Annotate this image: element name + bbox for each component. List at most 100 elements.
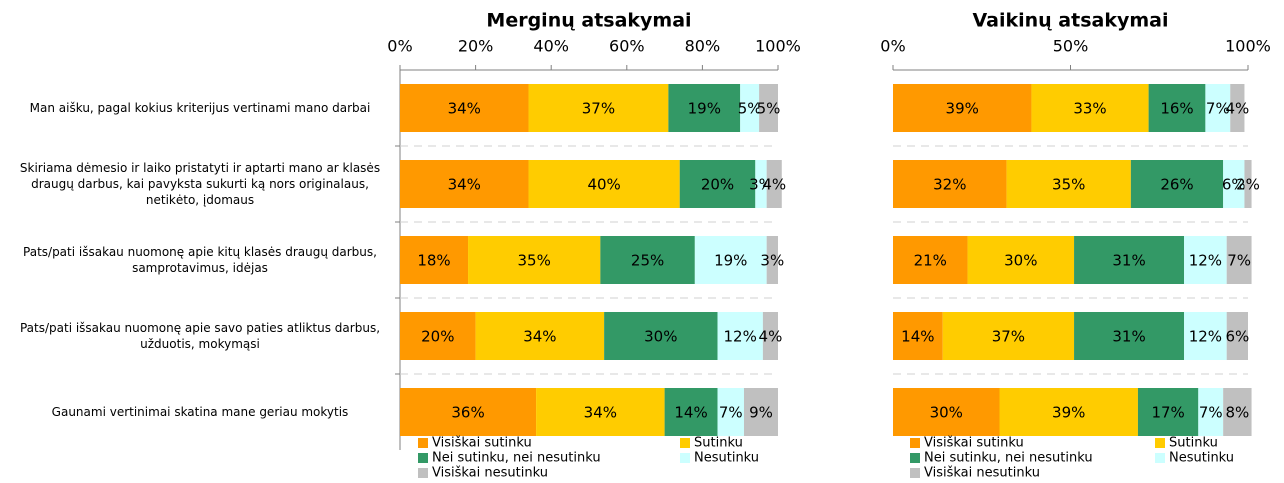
bar-segment: [1006, 160, 1131, 208]
category-label: Skiriama dėmesio ir laiko pristatyti ir …: [19, 161, 381, 207]
value-label: 26%: [1160, 176, 1193, 194]
legend-swatch: [910, 438, 920, 448]
value-label: 34%: [584, 404, 617, 422]
bar-segment: [600, 236, 695, 284]
legend-label: Nei sutinku, nei nesutinku: [924, 451, 1093, 466]
legend-label: Sutinku: [1169, 436, 1218, 451]
value-label: 30%: [644, 328, 677, 346]
bar-segment: [664, 388, 718, 436]
bar-segment: [468, 236, 601, 284]
bar-segment: [893, 236, 968, 284]
legend-label: Visiškai sutinku: [432, 436, 532, 451]
bar-segment: [1198, 388, 1224, 436]
legend-label: Nesutinku: [694, 451, 759, 466]
value-label: 21%: [914, 252, 947, 270]
value-label: 8%: [1225, 404, 1249, 422]
value-label: 17%: [1151, 404, 1184, 422]
x-tick-label: 100%: [755, 37, 801, 56]
bar-segment: [740, 84, 760, 132]
value-label: 4%: [1225, 100, 1249, 118]
value-label: 35%: [518, 252, 551, 270]
category-label: Pats/pati išsakau nuomonę apie savo pati…: [19, 321, 381, 351]
bar-segment: [400, 236, 469, 284]
value-label: 14%: [901, 328, 934, 346]
bar-segment: [942, 312, 1075, 360]
legend-swatch: [680, 453, 690, 463]
value-label: 9%: [749, 404, 773, 422]
bar-segment: [1244, 160, 1252, 208]
legend-label: Visiškai sutinku: [924, 436, 1024, 451]
bar-segment: [893, 160, 1007, 208]
x-tick-label: 100%: [1225, 37, 1271, 56]
value-label: 25%: [631, 252, 664, 270]
value-label: 36%: [451, 404, 484, 422]
bar-segment: [475, 312, 605, 360]
bar-segment: [1205, 84, 1231, 132]
value-label: 4%: [759, 328, 783, 346]
value-label: 19%: [714, 252, 747, 270]
value-label: 12%: [1189, 252, 1222, 270]
bar-segment: [679, 160, 756, 208]
bar-segment: [400, 84, 529, 132]
value-label: 20%: [421, 328, 454, 346]
value-label: 30%: [1004, 252, 1037, 270]
value-label: 39%: [946, 100, 979, 118]
value-label: 37%: [582, 100, 615, 118]
chart-title: Vaikinų atsakymai: [972, 10, 1168, 32]
legend-swatch: [680, 438, 690, 448]
bar-segment: [717, 388, 744, 436]
bar-segment: [1226, 312, 1248, 360]
value-label: 30%: [930, 404, 963, 422]
bar-segment: [694, 236, 767, 284]
value-label: 32%: [933, 176, 966, 194]
bar-segment: [604, 312, 718, 360]
value-label: 20%: [701, 176, 734, 194]
bar-segment: [743, 388, 778, 436]
value-label: 12%: [724, 328, 757, 346]
value-label: 34%: [448, 176, 481, 194]
x-tick-label: 20%: [458, 37, 494, 56]
value-label: 16%: [1160, 100, 1193, 118]
bar-segment: [766, 160, 782, 208]
legend-swatch: [910, 453, 920, 463]
legend-label: Sutinku: [694, 436, 743, 451]
legend-swatch: [1155, 438, 1165, 448]
value-label: 31%: [1112, 328, 1145, 346]
bar-segment: [766, 236, 778, 284]
chart-title: Merginų atsakymai: [486, 10, 691, 32]
value-label: 12%: [1189, 328, 1222, 346]
x-tick-label: 60%: [609, 37, 645, 56]
value-label: 31%: [1112, 252, 1145, 270]
value-label: 14%: [674, 404, 707, 422]
value-label: 5%: [738, 100, 762, 118]
bar-segment: [762, 312, 778, 360]
bar-segment: [759, 84, 778, 132]
bar-segment: [400, 160, 529, 208]
legend-swatch: [1155, 453, 1165, 463]
bar-segment: [755, 160, 767, 208]
bar-segment: [717, 312, 763, 360]
bar-segment: [1137, 388, 1199, 436]
bar-segment: [1230, 84, 1245, 132]
value-label: 7%: [1227, 252, 1251, 270]
legend-swatch: [418, 453, 428, 463]
category-label: Pats/pati išsakau nuomonę apie kitų klas…: [23, 245, 377, 275]
x-tick-label: 80%: [685, 37, 721, 56]
category-label: Gaunami vertinimai skatina mane geriau m…: [51, 405, 349, 419]
value-label: 37%: [992, 328, 1025, 346]
legend-label: Nei sutinku, nei nesutinku: [432, 451, 601, 466]
bar-segment: [668, 84, 741, 132]
bar-segment: [1148, 84, 1206, 132]
bar-segment: [1184, 236, 1227, 284]
legend-swatch: [418, 468, 428, 478]
value-label: 35%: [1052, 176, 1085, 194]
value-label: 6%: [1222, 176, 1246, 194]
value-label: 7%: [1206, 100, 1230, 118]
x-tick-label: 0%: [880, 37, 905, 56]
value-label: 19%: [688, 100, 721, 118]
bar-segment: [1226, 236, 1252, 284]
value-label: 40%: [587, 176, 620, 194]
x-tick-label: 50%: [1053, 37, 1089, 56]
